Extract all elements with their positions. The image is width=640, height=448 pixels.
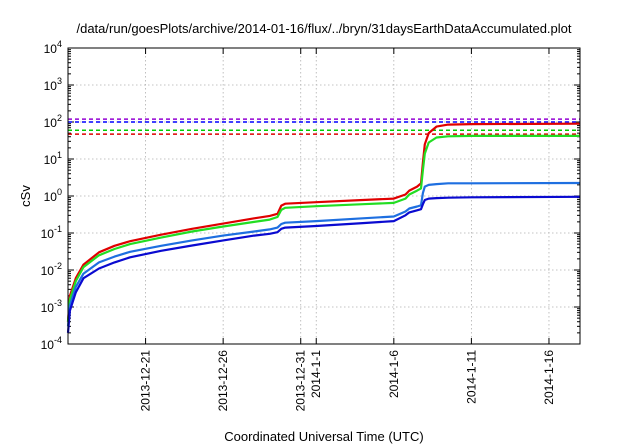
y-tick-label: 10-4 <box>41 335 62 352</box>
y-tick-base: 10 <box>44 190 58 204</box>
y-tick-exponent: 1 <box>57 150 62 160</box>
series-line <box>66 122 581 322</box>
y-tick-exponent: -1 <box>54 224 62 234</box>
series-line <box>66 181 581 327</box>
y-tick-exponent: -3 <box>54 298 62 308</box>
y-axis-label: cSv <box>18 185 33 207</box>
y-tick-label: 102 <box>44 113 62 130</box>
y-tick-label: 10-2 <box>41 261 62 278</box>
x-tick-label: 2014-1-11 <box>464 350 478 404</box>
y-tick-exponent: -4 <box>54 335 62 345</box>
x-tick-label: 2013-12-21 <box>139 350 153 412</box>
y-tick-exponent: 0 <box>57 187 62 197</box>
x-tick-label: 2013-12-31 <box>294 350 308 412</box>
x-tick-label: 2014-1-16 <box>542 350 556 405</box>
y-tick-base: 10 <box>44 116 58 130</box>
y-tick-exponent: 4 <box>57 39 62 49</box>
y-tick-base: 10 <box>44 79 58 93</box>
y-tick-label: 10-1 <box>41 224 62 241</box>
plot-frame <box>67 47 581 345</box>
y-tick-base: 10 <box>41 227 55 241</box>
x-tick-label: 2014-1-1 <box>309 350 323 398</box>
y-tick-base: 10 <box>41 338 55 352</box>
series-lines <box>66 122 581 333</box>
y-tick-exponent: 2 <box>57 113 62 123</box>
threshold-lines <box>68 118 580 135</box>
y-tick-exponent: 3 <box>57 76 62 86</box>
y-tick-base: 10 <box>41 301 55 315</box>
chart-title: /data/run/goesPlots/archive/2014-01-16/f… <box>76 21 571 36</box>
x-tick-labels: 2013-12-21 2013-12-26 2013-12-31 2014-1-1 20… <box>139 350 556 412</box>
series-line <box>66 134 580 322</box>
y-tick-base: 10 <box>44 42 58 56</box>
y-tick-exponent: -2 <box>54 261 62 271</box>
y-tick-label: 10-3 <box>41 298 62 315</box>
y-tick-label: 104 <box>44 39 62 56</box>
x-tick-label: 2014-1-6 <box>387 350 401 398</box>
grid <box>68 47 580 345</box>
y-tick-label: 101 <box>44 150 62 167</box>
y-tick-label: 100 <box>44 187 62 204</box>
y-tick-base: 10 <box>44 153 58 167</box>
x-tick-label: 2013-12-26 <box>216 350 230 412</box>
x-axis-label: Coordinated Universal Time (UTC) <box>224 429 423 444</box>
series-line <box>66 195 581 333</box>
y-tick-label: 103 <box>44 76 62 93</box>
y-tick-base: 10 <box>41 264 55 278</box>
